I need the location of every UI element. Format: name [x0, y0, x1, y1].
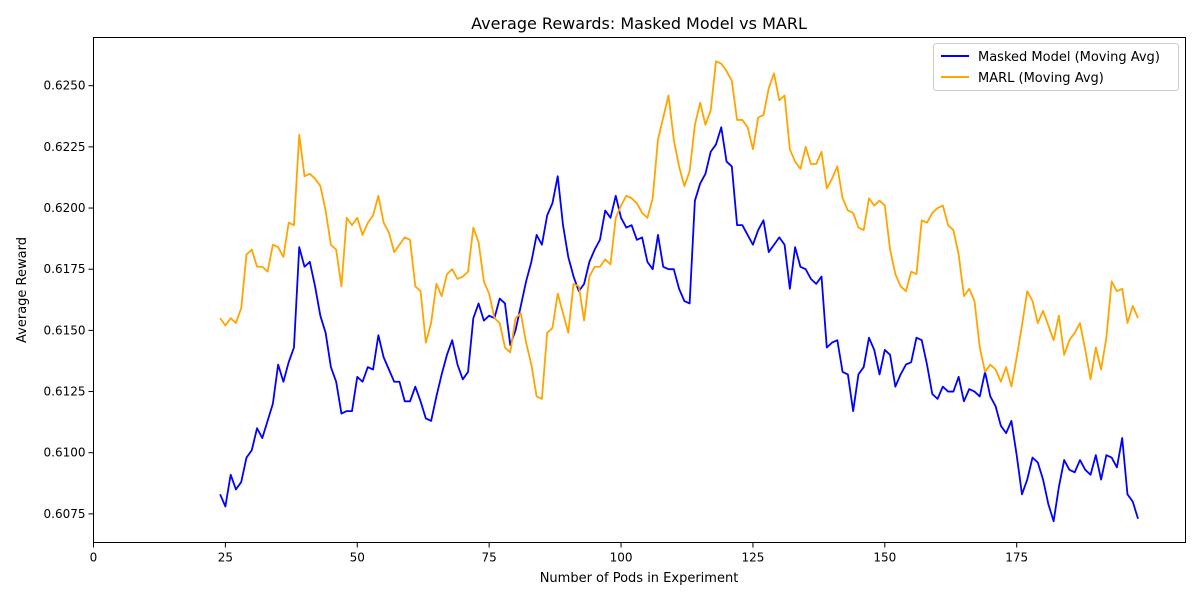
- y-tick-label: 0.6175: [44, 262, 86, 276]
- plot-frame: [93, 37, 1186, 543]
- y-tick-label: 0.6225: [44, 140, 86, 154]
- legend-label-marl: MARL (Moving Avg): [978, 71, 1104, 86]
- x-tick-label: 25: [218, 551, 233, 565]
- y-tick-label: 0.6250: [44, 79, 86, 93]
- y-tick-label: 0.6200: [44, 201, 86, 215]
- x-tick-label: 175: [1005, 551, 1028, 565]
- legend-box: [933, 43, 1179, 91]
- x-tick-label: 50: [350, 551, 365, 565]
- plot-area: [219, 60, 1139, 523]
- masked-model-line: [219, 126, 1139, 523]
- y-tick-label: 0.6125: [44, 385, 86, 399]
- chart-title: Average Rewards: Masked Model vs MARL: [471, 14, 807, 33]
- y-tick-label: 0.6150: [44, 323, 86, 337]
- y-tick-label: 0.6075: [44, 507, 86, 521]
- y-axis-label: Average Reward: [15, 237, 30, 343]
- legend: Masked Model (Moving Avg) MARL (Moving A…: [933, 43, 1179, 91]
- x-axis: 0 25 50 75 100 125 150 175: [90, 542, 1028, 565]
- x-tick-label: 0: [90, 551, 98, 565]
- x-tick-label: 125: [741, 551, 764, 565]
- marl-line: [219, 60, 1139, 400]
- x-tick-label: 150: [873, 551, 896, 565]
- x-tick-label: 75: [482, 551, 497, 565]
- legend-label-masked: Masked Model (Moving Avg): [978, 50, 1160, 65]
- x-tick-label: 100: [610, 551, 633, 565]
- y-axis: 0.6075 0.6100 0.6125 0.6150 0.6175 0.6200 0.62…: [44, 79, 94, 521]
- x-axis-label: Number of Pods in Experiment: [540, 571, 739, 586]
- y-tick-label: 0.6100: [44, 446, 86, 460]
